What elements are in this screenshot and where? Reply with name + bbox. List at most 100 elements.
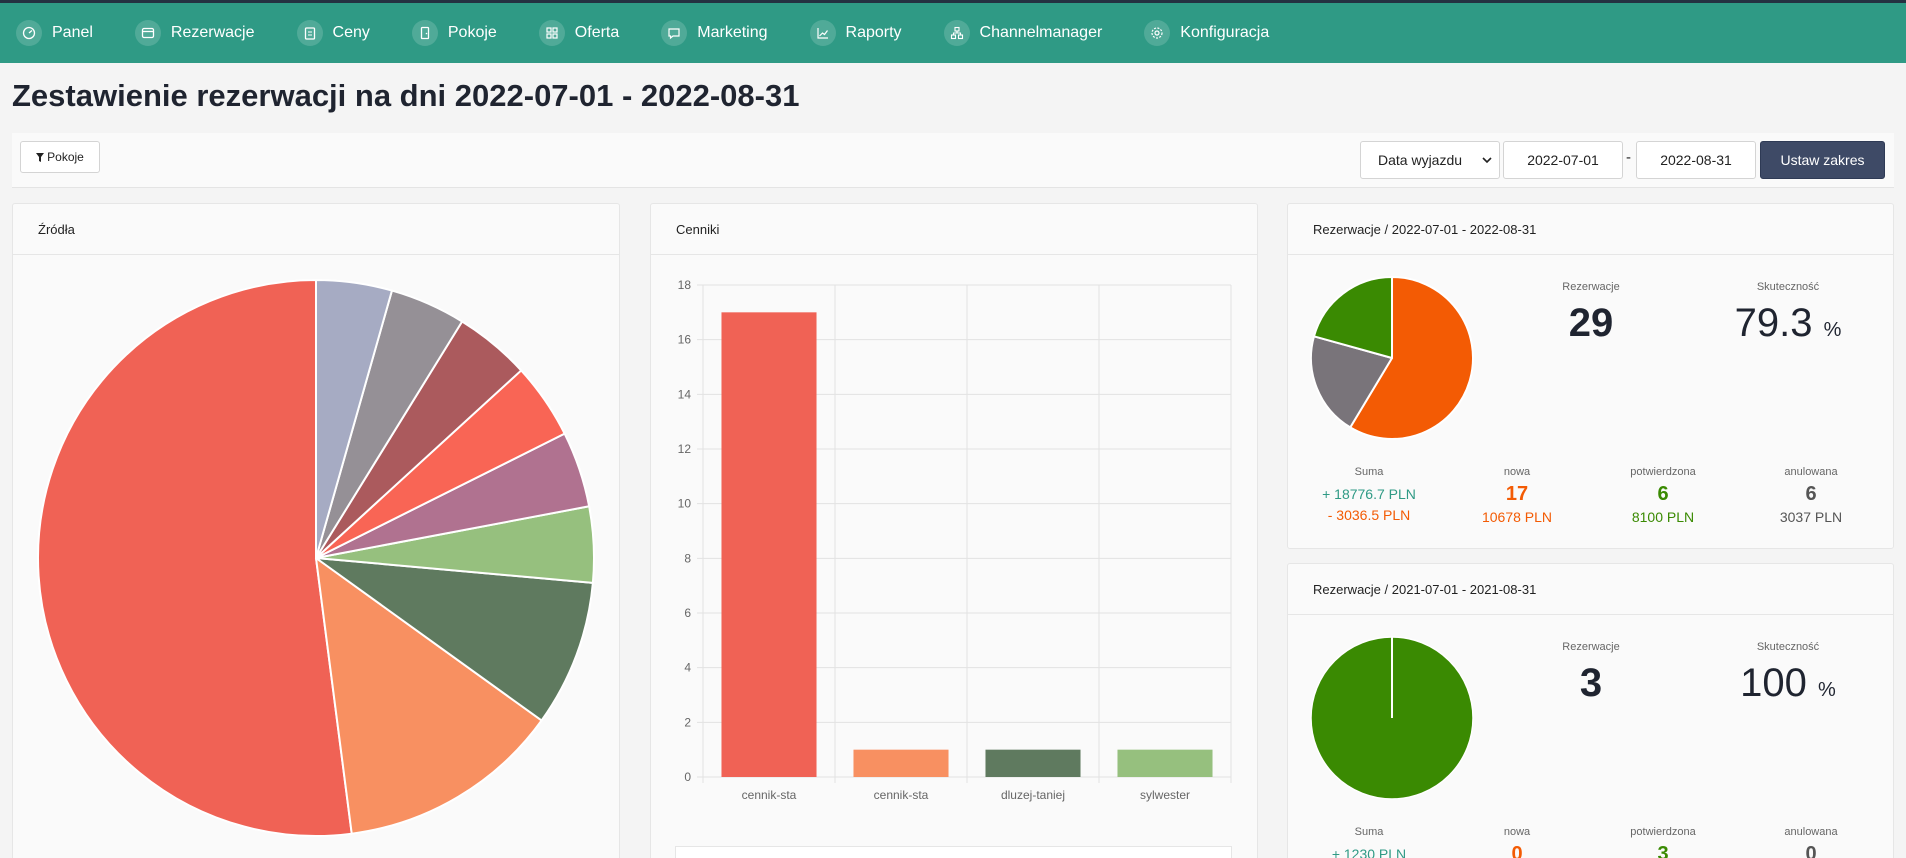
network-icon <box>943 20 970 46</box>
pricing-bar-chart: 0 2 4 6 8 10 12 14 16 18 cennik-sta cennik-sta dluze… <box>678 278 1232 802</box>
y-tick-label: 12 <box>678 442 692 456</box>
new-label: nowa <box>1503 466 1531 478</box>
y-tick-label: 16 <box>678 333 692 347</box>
y-tick-label: 0 <box>684 770 691 784</box>
reservations-current-pie-chart <box>1310 276 1474 440</box>
y-tick-label: 14 <box>678 387 692 401</box>
sum-minus: - 3036.5 PLN <box>1327 507 1411 523</box>
gear-icon <box>1144 20 1171 46</box>
reservations-current-pie-slice-potwierdzona[interactable] <box>1312 276 1393 359</box>
effectiveness-number: 79.3 <box>1734 301 1813 345</box>
sources-card-title: Źródła <box>13 204 619 255</box>
nav-item-ceny[interactable]: Ceny <box>296 13 370 53</box>
clipboard-icon <box>296 20 323 46</box>
reservations-previous-card: Rezerwacje / 2021-07-01 - 2021-08-31 Rez… <box>1287 563 1894 858</box>
sum-plus: + 18776.7 PLN <box>1322 486 1416 502</box>
x-tick-label: dluzej-taniej <box>1001 788 1065 802</box>
page-title: Zestawienie rezerwacji na dni 2022-07-01… <box>12 78 800 113</box>
pricing-card: Cenniki 0 2 4 6 8 10 12 14 16 18 cennik-sta cennik-… <box>650 203 1258 858</box>
reservations-count: 29 <box>1568 301 1614 345</box>
reservations-current-pie-slice-anulowana[interactable] <box>1310 335 1393 429</box>
sources-card: Źródła <box>12 203 620 858</box>
reservations-current-pie-slice-nowa[interactable] <box>1349 276 1474 440</box>
nav-item-konfiguracja[interactable]: Konfiguracja <box>1144 13 1269 53</box>
reservations-current-title: Rezerwacje / 2022-07-01 - 2022-08-31 <box>1288 204 1893 255</box>
new-label: nowa <box>1503 826 1531 838</box>
reservations-previous-title: Rezerwacje / 2021-07-01 - 2021-08-31 <box>1288 564 1893 615</box>
effectiveness-unit: % <box>1818 679 1836 701</box>
bar-dluzej-taniej[interactable] <box>985 749 1081 777</box>
nav-item-raporty[interactable]: Raporty <box>809 13 902 53</box>
nav-label: Ceny <box>332 24 370 41</box>
door-icon <box>411 20 438 46</box>
chart-line-icon <box>809 20 836 46</box>
chevron-down-icon <box>1482 157 1492 164</box>
y-tick-label: 6 <box>684 606 691 620</box>
filter-toolbar: Pokoje Data wyjazdu - Ustaw zakres <box>12 133 1894 188</box>
effectiveness-label: Skuteczność <box>1756 281 1820 293</box>
reservations-current-card: Rezerwacje / 2022-07-01 - 2022-08-31 Rez… <box>1287 203 1894 549</box>
cancelled-count: 0 <box>1805 843 1817 858</box>
x-tick-label: sylwester <box>1140 788 1190 802</box>
pricing-table <box>675 846 1232 858</box>
y-tick-label: 8 <box>684 551 691 565</box>
y-tick-label: 10 <box>678 497 692 511</box>
cancelled-label: anulowana <box>1784 826 1838 838</box>
effectiveness-number: 100 <box>1740 661 1807 705</box>
reservations-count: 3 <box>1579 661 1603 705</box>
new-count: 17 <box>1505 483 1529 505</box>
new-count: 0 <box>1511 843 1523 858</box>
nav-item-pokoje[interactable]: Pokoje <box>411 13 497 53</box>
confirmed-amount: 8100 PLN <box>1631 509 1695 525</box>
effectiveness-label: Skuteczność <box>1756 641 1820 653</box>
nav-label: Konfiguracja <box>1180 24 1270 41</box>
bar-cennik-sta[interactable] <box>721 312 817 777</box>
y-tick-label: 18 <box>678 278 692 292</box>
effectiveness-value: 100 % <box>1740 661 1836 706</box>
calendar-card-icon <box>134 20 161 46</box>
date-to-input[interactable] <box>1636 141 1756 179</box>
cancelled-amount: 3037 PLN <box>1779 509 1843 525</box>
x-tick-label: cennik-sta <box>874 788 929 802</box>
confirmed-label: potwierdzona <box>1630 826 1696 838</box>
nav-item-oferta[interactable]: Oferta <box>538 13 620 53</box>
effectiveness-value: 79.3 % <box>1735 301 1842 346</box>
nav-item-rezerwacje[interactable]: Rezerwacje <box>134 13 255 53</box>
new-amount: 10678 PLN <box>1481 509 1553 525</box>
y-tick-label: 2 <box>684 715 691 729</box>
sum-label: Suma <box>1354 826 1384 838</box>
bar-cennik-sta[interactable] <box>853 749 949 777</box>
sources-pie-slice-9[interactable] <box>315 279 393 559</box>
nav-item-channelmanager[interactable]: Channelmanager <box>943 13 1103 53</box>
nav-item-marketing[interactable]: Marketing <box>661 13 768 53</box>
x-tick-label: cennik-sta <box>742 788 797 802</box>
message-icon <box>661 20 688 46</box>
date-type-value: Data wyjazdu <box>1378 152 1463 168</box>
reservations-count-label: Rezerwacje <box>1562 641 1620 653</box>
sum-plus: + 1230 PLN <box>1331 846 1407 858</box>
reservations-previous-pie-chart <box>1310 636 1474 800</box>
nav-label: Oferta <box>574 24 620 41</box>
pricing-card-title: Cenniki <box>651 204 1257 255</box>
grid-icon <box>538 20 565 46</box>
cancelled-count: 6 <box>1805 483 1817 505</box>
date-type-select[interactable]: Data wyjazdu <box>1360 141 1500 179</box>
sources-pie-slice-1[interactable] <box>37 279 353 837</box>
sum-label: Suma <box>1354 466 1384 478</box>
set-range-button[interactable]: Ustaw zakres <box>1760 141 1885 179</box>
rooms-filter-label: Pokoje <box>47 150 84 164</box>
sources-pie-chart <box>37 279 595 837</box>
nav-label: Marketing <box>697 24 768 41</box>
date-from-input[interactable] <box>1503 141 1623 179</box>
rooms-filter-button[interactable]: Pokoje <box>20 141 100 173</box>
dashboard-icon <box>16 20 42 46</box>
top-navigation: Panel Rezerwacje Ceny Pokoje Oferta Mark… <box>0 0 1906 63</box>
bar-sylwester[interactable] <box>1117 749 1213 777</box>
sources-pie-slice-3[interactable] <box>315 557 594 722</box>
confirmed-label: potwierdzona <box>1630 466 1696 478</box>
nav-item-panel[interactable]: Panel <box>16 13 93 53</box>
nav-label: Channelmanager <box>979 24 1103 41</box>
sources-pie-slice-2[interactable] <box>315 557 543 835</box>
filter-icon <box>36 152 45 162</box>
cancelled-label: anulowana <box>1784 466 1838 478</box>
